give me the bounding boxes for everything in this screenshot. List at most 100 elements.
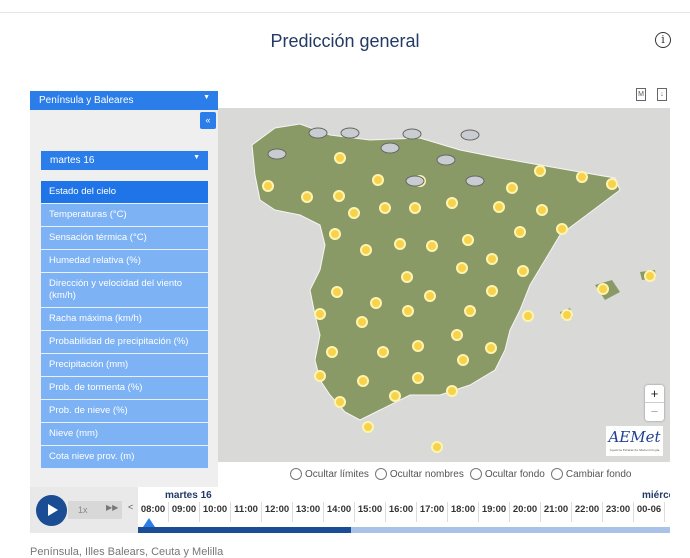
hour-cell[interactable]: 08:00 <box>138 502 169 522</box>
checkbox-icon[interactable] <box>550 468 563 480</box>
hour-cell[interactable]: 09:00 <box>169 502 200 522</box>
sun-icon <box>534 165 546 177</box>
zoom-control: + − <box>645 385 664 421</box>
option-label: Cambiar fondo <box>565 468 632 480</box>
hour-cell[interactable]: 20:00 <box>510 502 541 522</box>
timeline-progress-fill <box>138 527 351 533</box>
hour-list: 08:00 09:00 10:00 11:00 12:00 13:00 14:00 15:00… <box>138 502 665 522</box>
menu-item[interactable]: Sensación térmica (°C) <box>41 227 208 250</box>
current-time-marker[interactable] <box>143 518 155 527</box>
timeline-next-day-label: miércoles <box>642 490 670 501</box>
sun-icon <box>576 171 588 183</box>
zoom-in-button[interactable]: + <box>645 385 664 403</box>
sun-icon <box>644 270 656 282</box>
hour-cell[interactable]: 17:00 <box>417 502 448 522</box>
sun-icon <box>514 226 526 238</box>
aemet-logo: AEMet Agencia Estatal de Meteorología <box>606 426 663 456</box>
timeline-prev-button[interactable]: < <box>128 502 134 512</box>
hour-cell[interactable]: 22:00 <box>572 502 603 522</box>
hour-cell[interactable]: 21:00 <box>541 502 572 522</box>
collapse-sidebar-button[interactable]: « <box>200 112 216 129</box>
fast-forward-icon[interactable]: ▶▶ <box>106 503 119 512</box>
hour-cell[interactable]: 23:00 <box>603 502 634 522</box>
option-label: Ocultar nombres <box>389 468 464 480</box>
menu-item[interactable]: Cota nieve prov. (m) <box>41 446 208 469</box>
sun-icon <box>362 421 374 433</box>
hour-cell[interactable]: 11:00 <box>231 502 262 522</box>
option-label: Ocultar límites <box>305 468 369 480</box>
menu-item[interactable]: Humedad relativa (%) <box>41 250 208 273</box>
sun-icon <box>456 262 468 274</box>
sun-icon <box>597 283 609 295</box>
day-select-value: martes 16 <box>50 155 95 166</box>
option-checkbox[interactable]: Ocultar fondo <box>469 468 545 480</box>
sun-icon <box>412 372 424 384</box>
sun-icon <box>314 370 326 382</box>
cloud-icon <box>405 175 425 187</box>
zoom-out-button[interactable]: − <box>650 404 659 419</box>
sun-icon <box>517 265 529 277</box>
hour-cell[interactable]: 13:00 <box>293 502 324 522</box>
menu-item[interactable]: Prob. de tormenta (%) <box>41 377 208 400</box>
sun-icon <box>493 201 505 213</box>
sun-icon <box>412 340 424 352</box>
sun-icon <box>370 297 382 309</box>
cloud-icon <box>460 129 480 141</box>
sun-icon <box>356 316 368 328</box>
day-select[interactable]: martes 16 ▼ <box>41 151 208 170</box>
cloud-icon <box>402 128 422 140</box>
sun-icon <box>394 238 406 250</box>
hour-cell[interactable]: 12:00 <box>262 502 293 522</box>
sun-icon <box>506 182 518 194</box>
checkbox-icon[interactable] <box>374 468 387 480</box>
timeline-progress[interactable] <box>138 527 670 533</box>
menu-item[interactable]: Racha máxima (km/h) <box>41 308 208 331</box>
option-label: Ocultar fondo <box>484 468 545 480</box>
region-select-value: Península y Baleares <box>39 95 134 106</box>
sun-icon <box>402 305 414 317</box>
hour-cell[interactable]: 15:00 <box>355 502 386 522</box>
play-button[interactable] <box>36 495 67 526</box>
hour-cell[interactable]: 19:00 <box>479 502 510 522</box>
info-icon[interactable]: i <box>655 32 671 48</box>
hour-cell[interactable]: 16:00 <box>386 502 417 522</box>
page-title: Predicción general <box>270 31 420 51</box>
sun-icon <box>326 346 338 358</box>
sun-icon <box>331 286 343 298</box>
checkbox-icon[interactable] <box>290 468 302 480</box>
option-checkbox[interactable]: Cambiar fondo <box>550 468 632 480</box>
download-icon[interactable]: ↓ <box>657 88 667 101</box>
mosaic-icon[interactable]: M <box>636 88 646 101</box>
sun-icon <box>372 174 384 186</box>
menu-item[interactable]: Dirección y velocidad del viento (km/h) <box>41 273 208 308</box>
hour-cell[interactable]: 10:00 <box>200 502 231 522</box>
sun-icon <box>334 396 346 408</box>
sun-icon <box>536 204 548 216</box>
sun-icon <box>606 178 618 190</box>
cloud-icon <box>465 175 485 187</box>
speed-button[interactable]: 1x <box>68 501 122 519</box>
menu-item[interactable]: Temperaturas (°C) <box>41 204 208 227</box>
sun-icon <box>457 354 469 366</box>
menu-item[interactable]: Precipitación (mm) <box>41 354 208 377</box>
weather-map[interactable] <box>218 108 670 462</box>
sun-icon <box>464 305 476 317</box>
option-checkbox[interactable]: Ocultar límites <box>290 468 369 480</box>
option-checkbox[interactable]: Ocultar nombres <box>374 468 464 480</box>
menu-item[interactable]: Estado del cielo <box>41 181 208 204</box>
spain-land <box>251 123 621 421</box>
footer-text: Península, Illes Balears, Ceuta y Melill… <box>30 546 224 558</box>
menu-item[interactable]: Nieve (mm) <box>41 423 208 446</box>
hour-cell[interactable]: 00-06 <box>634 502 665 522</box>
region-select[interactable]: Península y Baleares ▼ <box>30 91 218 110</box>
sun-icon <box>314 308 326 320</box>
sun-icon <box>377 346 389 358</box>
timeline-day-label: martes 16 <box>165 490 212 501</box>
hour-cell[interactable]: 18:00 <box>448 502 479 522</box>
hour-cell[interactable]: 14:00 <box>324 502 355 522</box>
sun-icon <box>462 234 474 246</box>
menu-item[interactable]: Prob. de nieve (%) <box>41 400 208 423</box>
menu-item[interactable]: Probabilidad de precipitación (%) <box>41 331 208 354</box>
checkbox-icon[interactable] <box>469 468 482 480</box>
sun-icon <box>262 180 274 192</box>
